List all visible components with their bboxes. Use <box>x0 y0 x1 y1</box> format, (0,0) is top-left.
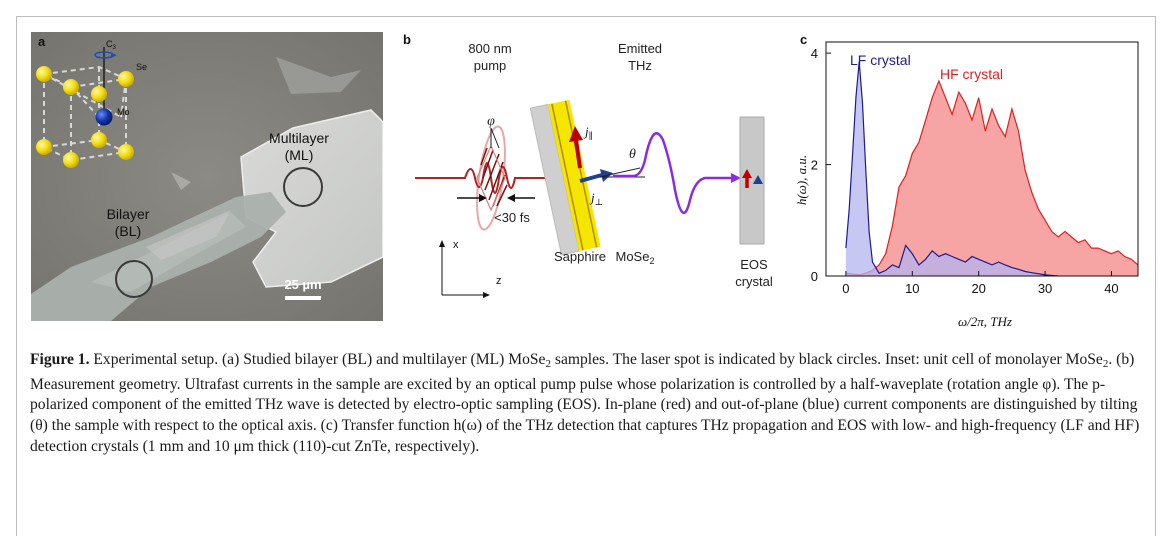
phi-label: φ <box>487 114 495 129</box>
sapphire-label: Sapphire <box>554 249 606 264</box>
c3-axis-label: C3 <box>106 39 117 51</box>
arrowhead-icon <box>731 173 741 183</box>
caption-subscript: 2 <box>545 358 551 370</box>
y-tick-label: 0 <box>811 269 818 284</box>
laser-spot-ml <box>283 167 323 207</box>
arrowhead-icon <box>507 194 515 202</box>
x-tick-label: 10 <box>905 281 919 296</box>
mose2-label: MoSe2 <box>616 249 655 266</box>
plot-area: 0 10 20 30 40 0 2 4 <box>811 41 1139 296</box>
arrowhead-icon <box>569 126 583 142</box>
mose2-layer <box>547 99 601 252</box>
theta-label: θ <box>629 147 636 162</box>
unit-cell-inset: C3 Se Mo <box>36 39 147 168</box>
x-tick-label: 30 <box>1038 281 1052 296</box>
small-flake <box>276 57 361 94</box>
panel-c-chart: c 0 10 20 30 40 0 2 4 LF crystal HF crystal ω/2… <box>794 32 1139 329</box>
panel-letter-b: b <box>403 32 411 47</box>
se-atom <box>118 144 134 160</box>
multilayer-abbrev: (ML) <box>285 147 314 163</box>
se-atom <box>118 71 134 87</box>
j-parallel-label: j∥ <box>583 124 593 141</box>
caption-text: . (b) Measurement geometry. Ultrafast cu… <box>30 351 1140 455</box>
rotation-arrowhead-icon <box>111 53 117 58</box>
x-tick-label: 0 <box>842 281 849 296</box>
pump-label-line1: 800 nm <box>468 41 511 56</box>
plot-frame <box>825 41 1139 277</box>
tilted-sample <box>529 99 601 256</box>
emitted-label-line1: Emitted <box>618 41 662 56</box>
emitted-label-line2: THz <box>628 58 652 73</box>
caption-label: Figure 1. <box>30 351 90 368</box>
se-atom <box>63 79 79 95</box>
pulse-duration-label: <30 fs <box>494 210 530 225</box>
panel-a-micrograph: C3 Se Mo Multilayer (ML) Bilayer (BL) 25… <box>31 32 383 321</box>
figure-caption: Figure 1. Experimental setup. (a) Studie… <box>30 350 1140 458</box>
panel-letter-c: c <box>800 32 807 47</box>
scalebar-label: 25 µm <box>284 277 321 292</box>
arrowhead-icon <box>479 194 487 202</box>
outofplane-current-arrow <box>579 173 603 183</box>
se-atoms <box>36 66 134 168</box>
caption-text: samples. The laser spot is indicated by … <box>550 351 1103 368</box>
series-label-hf: HF crystal <box>940 66 1003 82</box>
y-tick-label: 4 <box>811 46 818 61</box>
hf-series-line <box>845 79 1139 276</box>
x-axis-title: ω/2π, THz <box>958 314 1012 329</box>
caption-text: Experimental setup. (a) Studied bilayer … <box>89 351 546 368</box>
series-label-lf: LF crystal <box>850 52 911 68</box>
caption-subscript: 2 <box>1102 358 1109 370</box>
j-perp-label: j⊥ <box>589 190 603 207</box>
pump-pulse <box>415 125 545 231</box>
y-axis-title: h(ω), a.u. <box>794 155 809 205</box>
z-axis-label: z <box>496 275 502 287</box>
lf-series-line <box>845 61 1059 277</box>
small-flake <box>171 172 191 190</box>
bilayer-fold <box>146 210 231 260</box>
panel-letter-a: a <box>38 34 46 49</box>
arrowhead-icon <box>483 292 490 298</box>
pump-label-line2: pump <box>474 58 507 73</box>
arrowhead-icon <box>439 240 445 247</box>
eos-label-line2: crystal <box>735 274 773 289</box>
se-atom <box>91 86 107 102</box>
x-tick-label: 20 <box>971 281 985 296</box>
hf-series-area <box>845 81 1138 276</box>
multilayer-label: Multilayer <box>269 130 329 146</box>
se-atom <box>36 66 52 82</box>
se-atom <box>91 132 107 148</box>
scalebar <box>285 296 321 300</box>
bilayer-label: Bilayer <box>107 206 150 222</box>
mo-label: Mo <box>117 107 130 117</box>
x-tick-label: 40 <box>1104 281 1118 296</box>
y-tick-label: 2 <box>811 158 818 173</box>
panel-b-geometry: b 800 nm pump Emitted THz φ <30 fs j∥ j⊥… <box>403 32 773 298</box>
lf-series-area <box>845 61 1059 276</box>
eos-label-line1: EOS <box>740 257 768 272</box>
mo-atom <box>95 108 113 126</box>
inplane-current-arrow <box>574 139 582 169</box>
bilayer-abbrev: (BL) <box>115 223 141 239</box>
arrowhead-icon <box>742 169 752 178</box>
se-label: Se <box>136 62 147 72</box>
thz-waveform <box>613 132 731 214</box>
normal-line <box>599 167 641 178</box>
se-atom <box>63 152 79 168</box>
x-axis-label: x <box>453 239 459 251</box>
laser-spot-bl <box>115 260 153 298</box>
arrowhead-icon <box>753 175 763 184</box>
se-atom <box>36 139 52 155</box>
